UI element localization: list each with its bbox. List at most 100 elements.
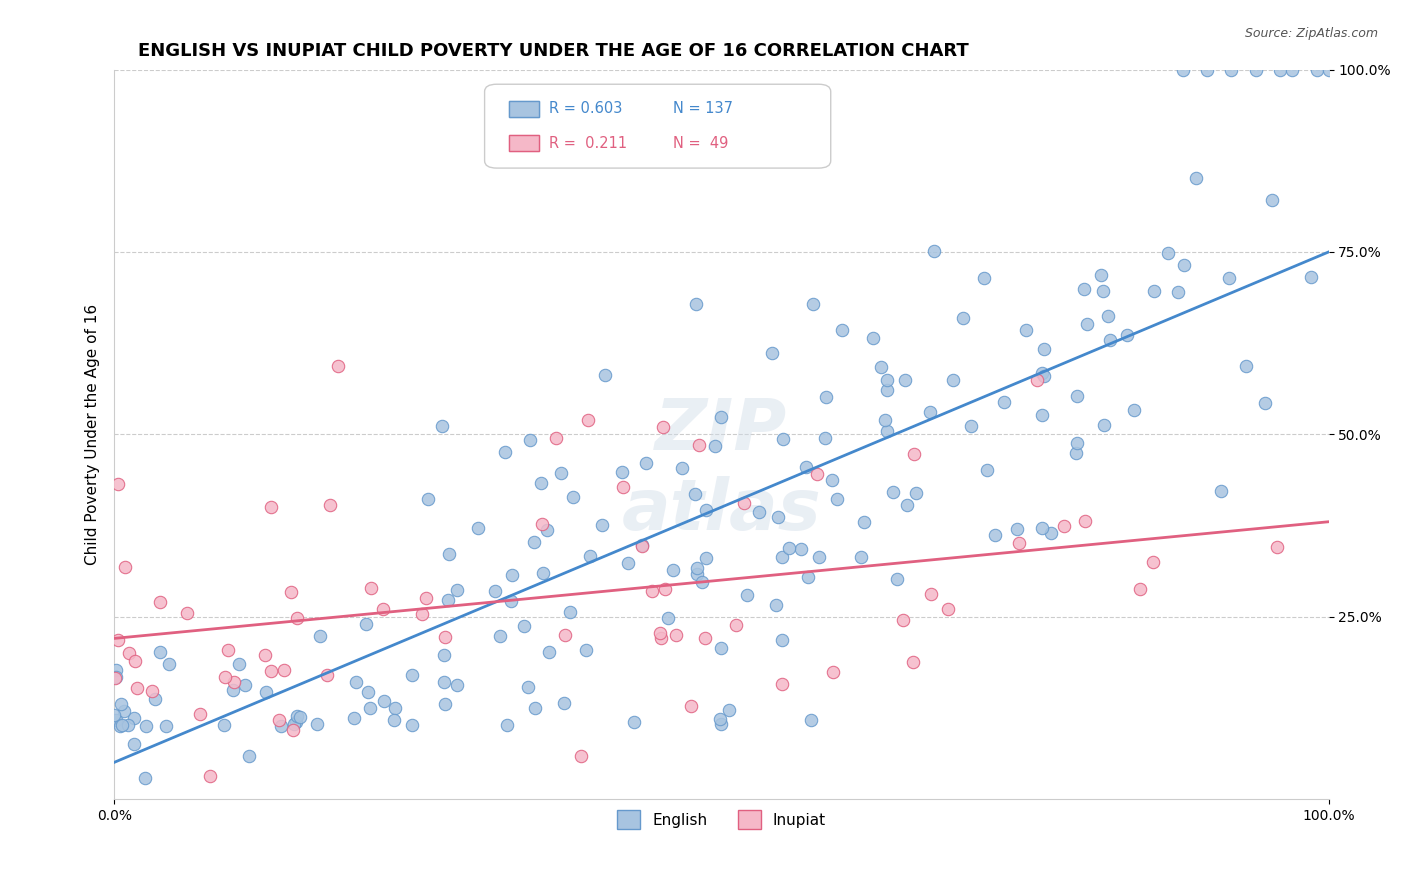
English bbox=[717, 703, 740, 717]
English bbox=[657, 611, 679, 625]
English bbox=[761, 345, 783, 359]
English bbox=[790, 542, 813, 557]
English bbox=[494, 444, 516, 458]
English bbox=[1197, 62, 1219, 77]
Inupiat bbox=[127, 681, 149, 695]
English bbox=[432, 648, 454, 662]
English bbox=[882, 485, 904, 500]
English bbox=[1090, 268, 1112, 282]
English bbox=[117, 718, 139, 732]
Bar bbox=[509, 101, 540, 117]
Inupiat bbox=[224, 674, 246, 689]
English bbox=[112, 704, 135, 718]
English bbox=[875, 413, 897, 427]
Inupiat bbox=[176, 606, 198, 620]
English bbox=[430, 419, 453, 434]
English bbox=[1099, 333, 1122, 347]
English bbox=[108, 719, 131, 733]
English bbox=[778, 541, 800, 556]
English bbox=[797, 569, 820, 583]
Inupiat bbox=[648, 626, 671, 640]
English bbox=[870, 360, 893, 375]
English bbox=[876, 373, 898, 387]
Inupiat bbox=[1074, 514, 1097, 528]
English bbox=[1305, 62, 1327, 77]
English bbox=[853, 515, 876, 529]
English bbox=[233, 677, 256, 691]
English bbox=[519, 433, 541, 447]
English bbox=[976, 463, 998, 477]
English bbox=[685, 296, 707, 310]
English bbox=[1092, 418, 1115, 433]
Inupiat bbox=[319, 498, 342, 512]
English bbox=[359, 700, 381, 714]
Inupiat bbox=[434, 631, 457, 645]
English bbox=[686, 561, 709, 575]
English bbox=[770, 632, 793, 647]
English bbox=[1157, 246, 1180, 260]
English bbox=[801, 297, 824, 311]
English bbox=[800, 713, 823, 727]
Inupiat bbox=[530, 516, 553, 531]
English bbox=[636, 456, 658, 470]
English bbox=[710, 716, 733, 731]
English bbox=[446, 677, 468, 691]
English bbox=[122, 737, 145, 751]
English bbox=[1033, 369, 1056, 384]
Inupiat bbox=[1053, 518, 1076, 533]
Legend: English, Inupiat: English, Inupiat bbox=[610, 804, 832, 835]
English bbox=[284, 715, 307, 730]
English bbox=[105, 670, 128, 684]
Inupiat bbox=[260, 665, 283, 679]
Inupiat bbox=[821, 665, 844, 679]
English bbox=[765, 599, 787, 613]
English bbox=[662, 563, 685, 577]
English bbox=[105, 663, 128, 677]
English bbox=[617, 556, 640, 570]
Inupiat bbox=[217, 643, 239, 657]
English bbox=[254, 685, 277, 699]
Inupiat bbox=[260, 500, 283, 514]
English bbox=[993, 395, 1015, 409]
English bbox=[401, 718, 423, 732]
English bbox=[768, 509, 790, 524]
English bbox=[686, 567, 709, 582]
English bbox=[561, 490, 583, 504]
Inupiat bbox=[273, 663, 295, 677]
English bbox=[814, 431, 837, 445]
English bbox=[524, 700, 547, 714]
English bbox=[695, 502, 717, 516]
English bbox=[862, 331, 884, 345]
Inupiat bbox=[641, 584, 664, 599]
Text: N = 137: N = 137 bbox=[673, 101, 733, 116]
English bbox=[105, 713, 128, 727]
English bbox=[401, 668, 423, 682]
English bbox=[807, 549, 830, 564]
Inupiat bbox=[104, 671, 127, 685]
English bbox=[496, 718, 519, 732]
Inupiat bbox=[544, 431, 567, 445]
English bbox=[690, 575, 713, 590]
English bbox=[1066, 436, 1088, 450]
English bbox=[1234, 359, 1257, 373]
Inupiat bbox=[920, 587, 942, 601]
English bbox=[373, 693, 395, 707]
Inupiat bbox=[283, 723, 305, 738]
English bbox=[228, 657, 250, 671]
English bbox=[212, 717, 235, 731]
English bbox=[710, 640, 733, 655]
English bbox=[886, 572, 908, 586]
English bbox=[893, 373, 915, 387]
Inupiat bbox=[631, 539, 654, 553]
English bbox=[446, 582, 468, 597]
English bbox=[530, 475, 553, 490]
English bbox=[973, 271, 995, 285]
Inupiat bbox=[316, 668, 339, 682]
English bbox=[238, 749, 260, 764]
Inupiat bbox=[571, 749, 593, 764]
English bbox=[1268, 62, 1291, 77]
English bbox=[695, 551, 717, 566]
Inupiat bbox=[612, 480, 634, 494]
Text: R = 0.603: R = 0.603 bbox=[548, 101, 623, 116]
English bbox=[734, 150, 756, 164]
